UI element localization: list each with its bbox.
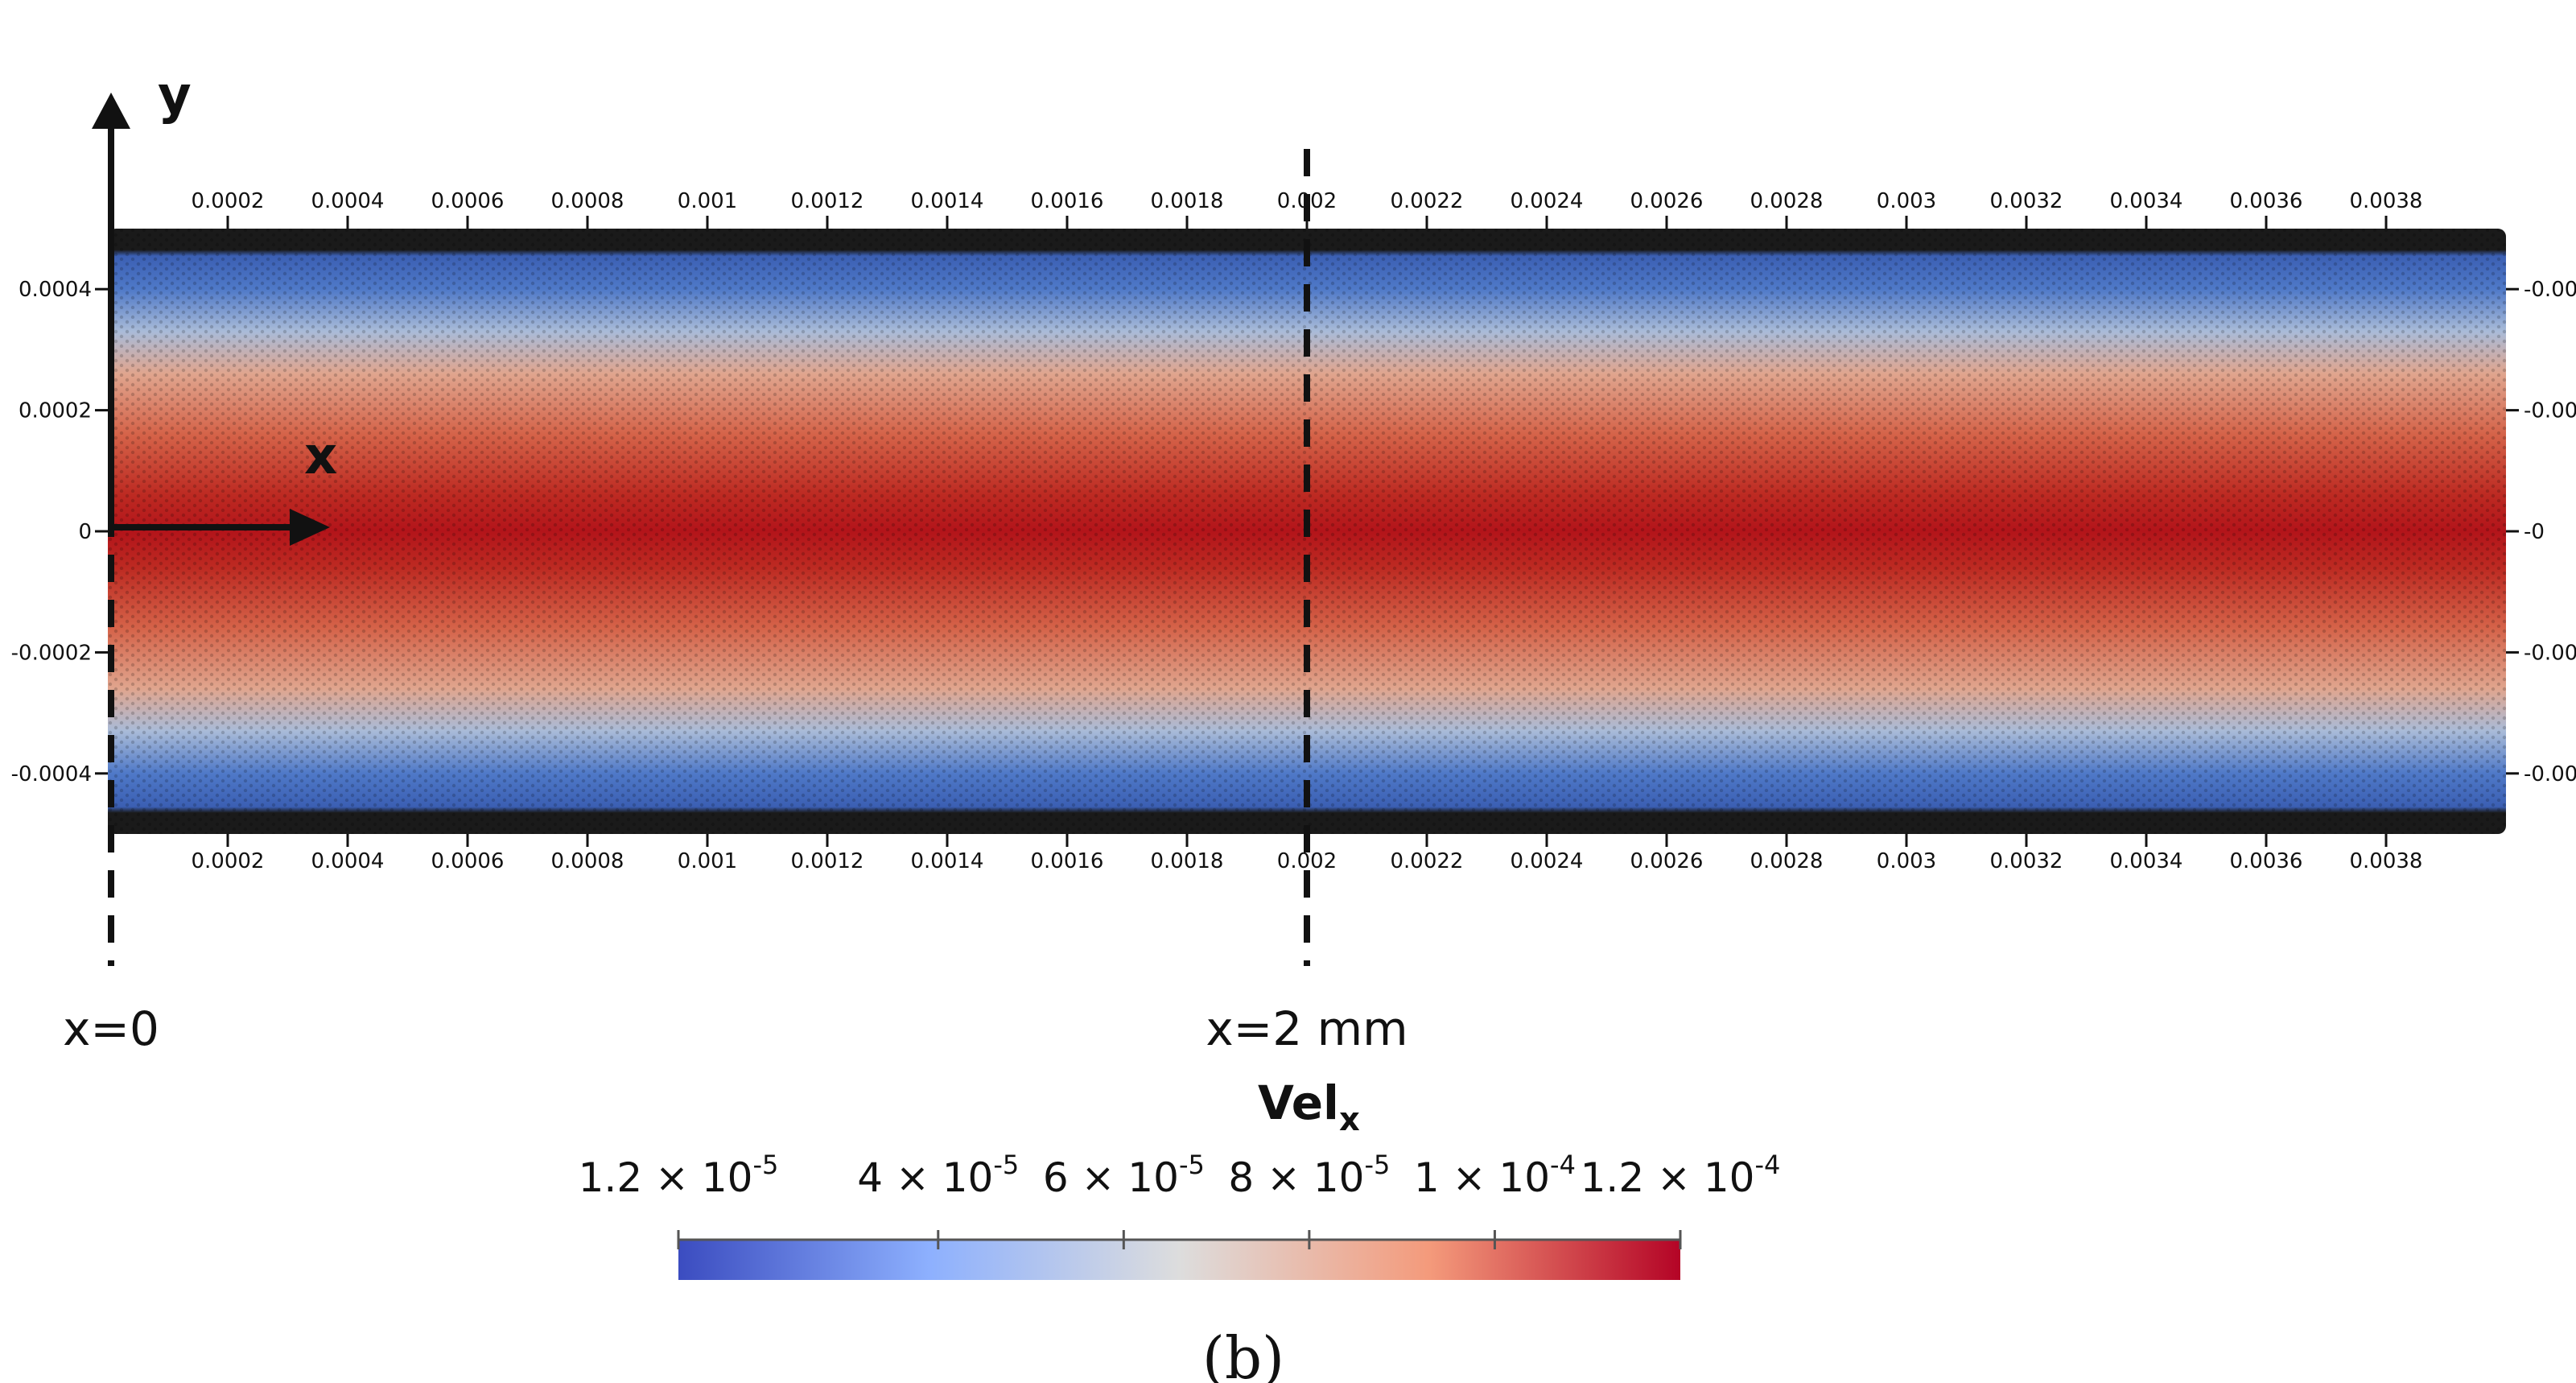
colorbar-tick-label: 8 × 10-5 xyxy=(1228,1150,1390,1201)
y-tick-label-left: -0.0002 xyxy=(11,641,92,665)
colorbar-tick-label: 1.2 × 10-4 xyxy=(1581,1150,1781,1201)
x-tick-label-top: 0.0026 xyxy=(1630,189,1704,213)
y-axis-arrowhead xyxy=(92,93,130,129)
x-ticks-top: 0.0002 0.0004 0.0006 0.0008 0.001 0.0012 0.001… xyxy=(192,189,2423,229)
y-tick-label-right: -0.00 xyxy=(2524,762,2576,786)
x-tick-label-top: 0.0008 xyxy=(551,189,624,213)
x-tick-label-bottom: 0.001 xyxy=(678,849,737,873)
colorbar-tick-label: 4 × 10-5 xyxy=(857,1150,1019,1201)
x-tick-label-top: 0.0012 xyxy=(791,189,864,213)
x-tick-label-top: 0.0016 xyxy=(1031,189,1104,213)
position-marker-label: x=0 xyxy=(63,1001,159,1056)
x-tick-label-bottom: 0.0008 xyxy=(551,849,624,873)
x-tick-label-bottom: 0.0036 xyxy=(2230,849,2303,873)
x-tick-label-bottom: 0.0034 xyxy=(2110,849,2183,873)
colorbar: Velx 1.2 × 10-5 4 × 10-5 6 × 10-5 8 × 10-5 1… xyxy=(579,1075,1781,1280)
colorbar-ramp xyxy=(678,1240,1680,1280)
x-tick-label-top: 0.0002 xyxy=(192,189,265,213)
coordinate-axes: y x xyxy=(92,66,337,546)
x-tick-label-top: 0.001 xyxy=(678,189,737,213)
x-tick-label-top: 0.0032 xyxy=(1990,189,2063,213)
x-tick-label-bottom: 0.0018 xyxy=(1151,849,1224,873)
x-tick-label-bottom: 0.0014 xyxy=(911,849,984,873)
y-tick-label-left: 0 xyxy=(78,520,92,544)
y-axis-letter: y xyxy=(158,66,192,126)
x-tick-label-top: 0.003 xyxy=(1877,189,1936,213)
x-tick-label-bottom: 0.0002 xyxy=(192,849,265,873)
colorbar-title-subscript: x xyxy=(1339,1101,1360,1138)
colorbar-tick-label: 6 × 10-5 xyxy=(1043,1150,1205,1201)
y-tick-label-right: -0.00 xyxy=(2524,641,2576,665)
position-markers: x=0 x=2 mm xyxy=(63,149,1408,1056)
x-ticks-bottom: 0.0002 0.0004 0.0006 0.0008 0.001 0.0012 0.001… xyxy=(192,834,2423,873)
y-tick-label-right: -0.00 xyxy=(2524,278,2576,302)
y-tick-label-right: -0 xyxy=(2524,520,2545,544)
x-tick-label-top: 0.0014 xyxy=(911,189,984,213)
x-tick-label-bottom: 0.0028 xyxy=(1750,849,1824,873)
x-tick-label-top: 0.0036 xyxy=(2230,189,2303,213)
colorbar-tick-label: 1.2 × 10-5 xyxy=(579,1150,779,1201)
x-tick-label-bottom: 0.0006 xyxy=(431,849,505,873)
position-marker-label: x=2 mm xyxy=(1206,1001,1408,1056)
x-tick-label-top: 0.0018 xyxy=(1151,189,1224,213)
x-tick-label-top: 0.0038 xyxy=(2350,189,2423,213)
x-tick-label-bottom: 0.0032 xyxy=(1990,849,2063,873)
y-tick-label-left: 0.0004 xyxy=(19,278,92,302)
y-tick-label-left: -0.0004 xyxy=(11,762,92,786)
y-ticks-right: -0.00 -0.00 -0 -0.00 -0.00 xyxy=(2506,278,2576,786)
colorbar-title: Velx xyxy=(1258,1075,1360,1138)
x-tick-label-bottom: 0.002 xyxy=(1277,849,1337,873)
colorbar-title-main: Vel xyxy=(1258,1075,1339,1130)
panel-label: (b) xyxy=(1202,1324,1284,1383)
x-tick-label-bottom: 0.0004 xyxy=(311,849,385,873)
x-axis-letter: x xyxy=(304,427,337,486)
x-tick-label-bottom: 0.0022 xyxy=(1391,849,1464,873)
x-tick-label-top: 0.0028 xyxy=(1750,189,1824,213)
x-tick-label-top: 0.0006 xyxy=(431,189,505,213)
x-tick-label-bottom: 0.003 xyxy=(1877,849,1936,873)
x-tick-label-bottom: 0.0038 xyxy=(2350,849,2423,873)
x-tick-label-bottom: 0.0026 xyxy=(1630,849,1704,873)
y-tick-label-right: -0.00 xyxy=(2524,399,2576,423)
x-tick-label-top: 0.0024 xyxy=(1511,189,1584,213)
x-tick-label-bottom: 0.0012 xyxy=(791,849,864,873)
x-tick-label-top: 0.0022 xyxy=(1391,189,1464,213)
colorbar-labels: 1.2 × 10-5 4 × 10-5 6 × 10-5 8 × 10-5 1 × 10… xyxy=(579,1150,1781,1201)
x-tick-label-bottom: 0.0016 xyxy=(1031,849,1104,873)
x-axis-arrowhead xyxy=(290,509,330,546)
colorbar-ticks xyxy=(677,1230,1682,1249)
colorbar-tick-label: 1 × 10-4 xyxy=(1414,1150,1576,1201)
y-tick-label-left: 0.0002 xyxy=(19,399,92,423)
x-tick-label-top: 0.0034 xyxy=(2110,189,2183,213)
y-ticks-left: 0.0004 0.0002 0 -0.0002 -0.0004 xyxy=(11,278,108,786)
x-tick-label-bottom: 0.0024 xyxy=(1511,849,1584,873)
x-tick-label-top: 0.0004 xyxy=(311,189,385,213)
